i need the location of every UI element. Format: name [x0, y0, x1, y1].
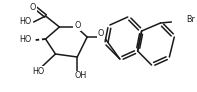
Text: O: O: [74, 22, 80, 31]
Text: HO: HO: [20, 17, 32, 26]
Text: Br: Br: [186, 15, 195, 24]
Text: HO: HO: [33, 67, 45, 76]
Text: OH: OH: [74, 71, 86, 80]
Text: HO: HO: [20, 36, 32, 45]
Text: O: O: [98, 30, 104, 38]
Text: O: O: [30, 2, 36, 12]
